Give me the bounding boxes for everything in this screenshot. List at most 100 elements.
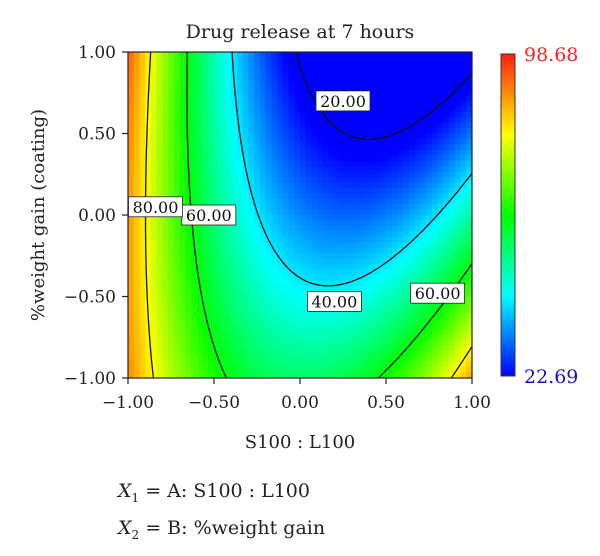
heatmap-cell: [231, 291, 238, 298]
heatmap-cell: [242, 198, 249, 205]
heatmap-cell: [202, 68, 209, 75]
heatmap-cell: [219, 182, 227, 189]
heatmap-cell: [317, 334, 324, 341]
heatmap-cell: [133, 225, 141, 232]
heatmap-cell: [185, 128, 192, 135]
heatmap-cell: [431, 236, 439, 243]
heatmap-cell: [351, 318, 358, 325]
heatmap-cell: [420, 209, 427, 216]
heatmap-cell: [391, 280, 399, 287]
heatmap-cell: [254, 100, 261, 107]
heatmap-cell: [431, 372, 439, 378]
heatmap-cell: [340, 258, 347, 265]
heatmap-cell: [363, 301, 370, 308]
heatmap-cell: [191, 73, 198, 80]
heatmap-cell: [196, 187, 204, 194]
heatmap-cell: [282, 122, 290, 129]
heatmap-cell: [133, 318, 141, 325]
heatmap-cell: [185, 361, 192, 368]
heatmap-cell: [259, 220, 267, 227]
heatmap-cell: [202, 263, 209, 270]
heatmap-cell: [162, 301, 169, 308]
heatmap-cell: [202, 367, 209, 374]
heatmap-cell: [242, 372, 249, 378]
heatmap-cell: [236, 356, 244, 363]
heatmap-cell: [191, 274, 198, 281]
heatmap-cell: [139, 79, 146, 86]
heatmap-cell: [311, 225, 318, 232]
heatmap-cell: [454, 182, 462, 189]
heatmap-cell: [162, 138, 169, 145]
heatmap-cell: [420, 128, 427, 135]
heatmap-cell: [214, 225, 221, 232]
heatmap-cell: [179, 274, 186, 281]
heatmap-cell: [311, 68, 318, 75]
heatmap-cell: [225, 84, 232, 91]
heatmap-cell: [277, 350, 284, 357]
heatmap-cell: [282, 318, 290, 325]
heatmap-cell: [317, 312, 324, 319]
heatmap-cell: [219, 301, 227, 308]
heatmap-cell: [225, 285, 232, 292]
heatmap-cell: [317, 193, 324, 200]
heatmap-cell: [219, 160, 227, 167]
heatmap-cell: [271, 52, 278, 59]
heatmap-cell: [466, 62, 472, 69]
heatmap-cell: [214, 242, 221, 249]
heatmap-cell: [236, 361, 244, 368]
heatmap-cell: [208, 122, 215, 129]
heatmap-cell: [242, 242, 249, 249]
heatmap-cell: [443, 356, 450, 363]
heatmap-cell: [414, 307, 421, 314]
heatmap-cell: [265, 301, 272, 308]
heatmap-cell: [265, 339, 272, 346]
heatmap-cell: [162, 95, 169, 102]
heatmap-cell: [133, 356, 141, 363]
heatmap-cell: [363, 285, 370, 292]
heatmap-cell: [133, 263, 141, 270]
heatmap-cell: [357, 339, 364, 346]
heatmap-cell: [340, 193, 347, 200]
heatmap-cell: [380, 236, 387, 243]
heatmap-cell: [150, 312, 158, 319]
heatmap-cell: [202, 90, 209, 97]
heatmap-cell: [345, 57, 353, 64]
heatmap-cell: [328, 117, 335, 124]
heatmap-cell: [282, 79, 290, 86]
heatmap-cell: [225, 62, 232, 69]
heatmap-cell: [322, 57, 330, 64]
heatmap-cell: [196, 144, 204, 151]
heatmap-cell: [420, 247, 427, 254]
heatmap-cell: [248, 90, 255, 97]
heatmap-cell: [282, 301, 290, 308]
heatmap-cell: [173, 166, 181, 173]
heatmap-cell: [214, 106, 221, 113]
heatmap-cell: [179, 280, 186, 287]
heatmap-cell: [345, 350, 353, 357]
heatmap-cell: [294, 372, 301, 378]
heatmap-cell: [454, 242, 462, 249]
heatmap-cell: [202, 291, 209, 298]
heatmap-cell: [322, 62, 330, 69]
heatmap-cell: [426, 187, 433, 194]
heatmap-cell: [454, 79, 462, 86]
heatmap-cell: [179, 242, 186, 249]
heatmap-cell: [403, 372, 410, 378]
heatmap-cell: [311, 258, 318, 265]
heatmap-cell: [208, 198, 215, 205]
heatmap-cell: [294, 204, 301, 211]
heatmap-cell: [443, 68, 450, 75]
heatmap-cell: [150, 144, 158, 151]
heatmap-cell: [168, 166, 175, 173]
heatmap-cell: [368, 345, 376, 352]
heatmap-cell: [414, 106, 421, 113]
heatmap-cell: [254, 155, 261, 162]
heatmap-cell: [397, 155, 404, 162]
heatmap-cell: [300, 285, 307, 292]
heatmap-cell: [259, 253, 267, 260]
heatmap-cell: [345, 133, 353, 140]
heatmap-cell: [225, 367, 232, 374]
heatmap-cell: [368, 62, 376, 69]
heatmap-cell: [185, 90, 192, 97]
heatmap-cell: [345, 253, 353, 260]
